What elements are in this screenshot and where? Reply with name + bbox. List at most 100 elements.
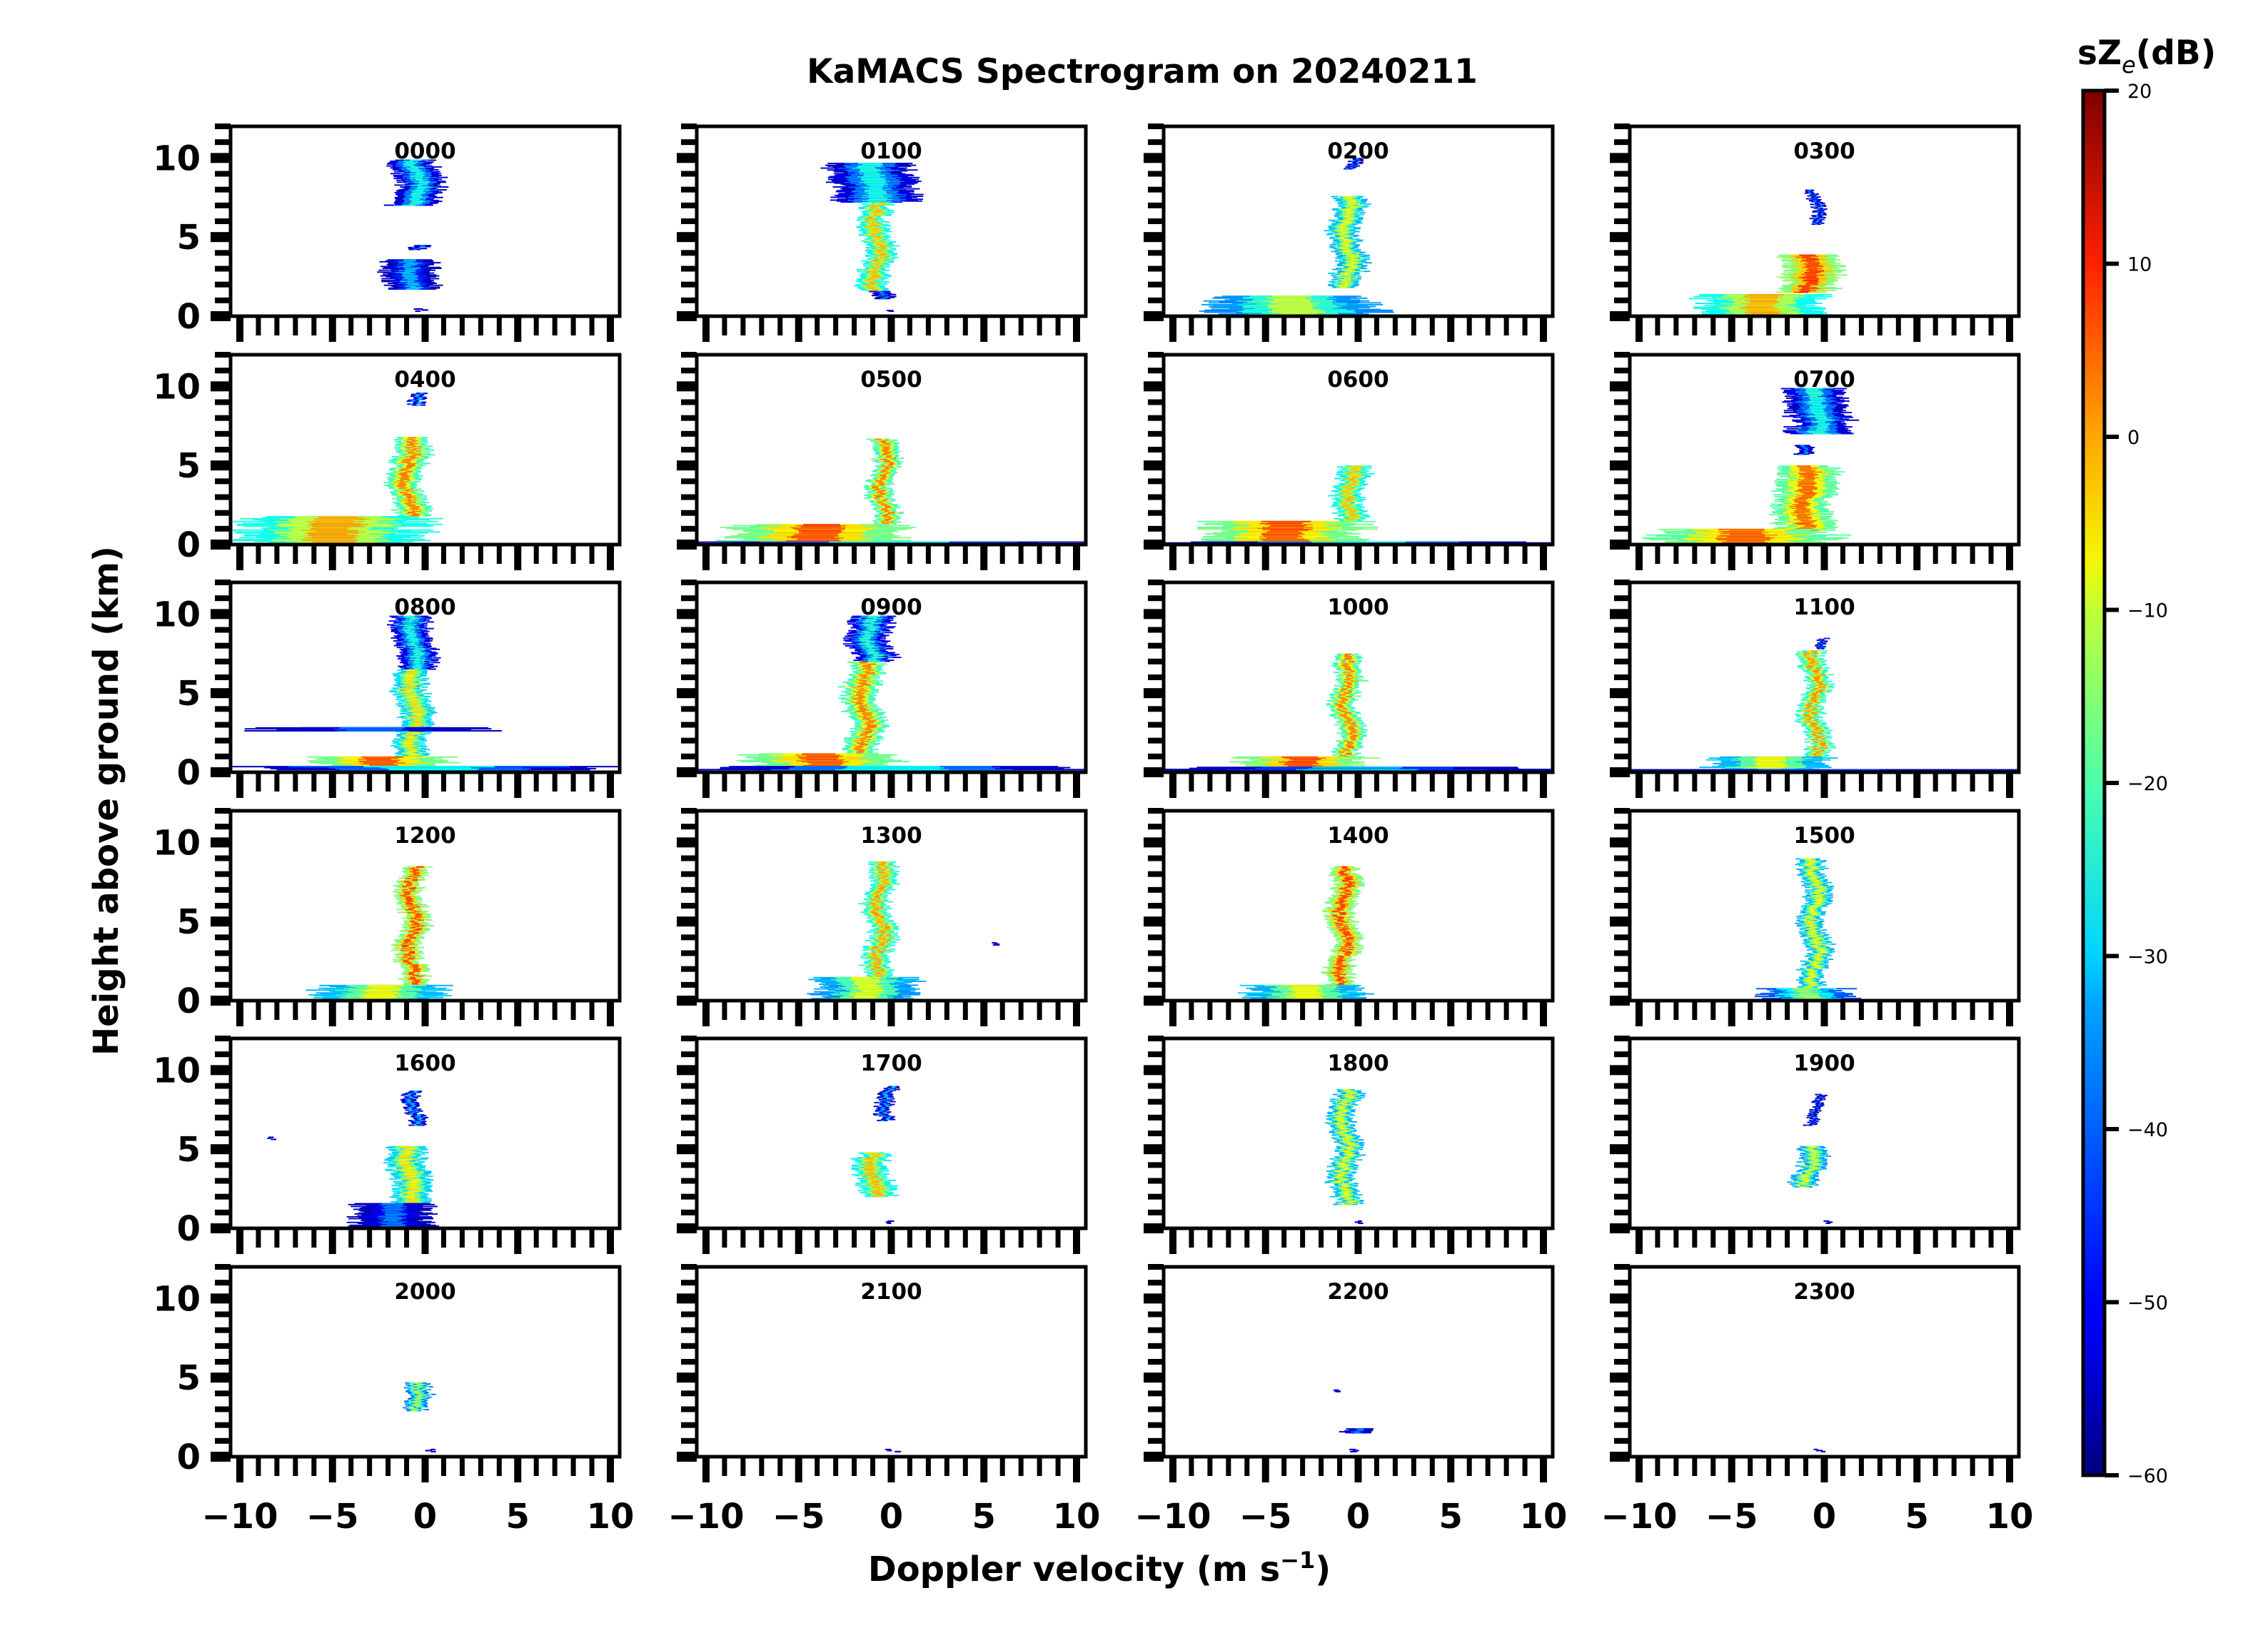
spectral-cell <box>1351 254 1359 256</box>
spectral-cell <box>411 754 419 757</box>
x-minor-tick <box>1840 318 1845 335</box>
spectral-cell <box>418 718 424 720</box>
y-minor-tick <box>1614 171 1630 177</box>
panel-time-label: 0400 <box>394 367 455 393</box>
spectral-cell <box>1799 453 1804 455</box>
spectral-cell <box>869 651 877 653</box>
spectral-cell <box>1346 487 1355 489</box>
spectral-cell <box>884 295 890 298</box>
spectral-cell <box>1339 495 1349 497</box>
spectral-cell <box>409 198 420 201</box>
x-minor-tick <box>833 774 839 792</box>
spectral-cell <box>829 541 949 543</box>
spectral-cell <box>857 164 884 166</box>
spectral-cell <box>876 264 882 266</box>
spectral-cell <box>860 740 870 742</box>
spectral-cell <box>403 494 412 496</box>
spectral-cell <box>1817 218 1821 221</box>
y-minor-tick <box>1148 658 1164 664</box>
spectral-cell <box>807 762 843 764</box>
spectral-cell <box>418 396 422 398</box>
spectral-cell <box>302 539 356 540</box>
spectral-cell <box>1807 263 1819 266</box>
spectral-cell <box>409 619 419 621</box>
spectral-cell <box>1820 216 1823 218</box>
spectral-cell <box>408 500 416 502</box>
spectral-cell <box>1347 466 1356 468</box>
spectral-cell <box>311 540 357 542</box>
spectral-cell <box>1812 413 1825 415</box>
x-minor-tick <box>833 546 839 564</box>
spectral-cell <box>420 393 424 395</box>
spectral-cell <box>872 657 885 659</box>
spectral-cell <box>1802 255 1819 257</box>
spectral-cell <box>1344 716 1349 718</box>
spectral-cell <box>1350 723 1357 725</box>
spectral-cell <box>878 500 886 502</box>
spectral-cell <box>403 260 417 262</box>
spectral-cell <box>862 637 872 638</box>
spectral-cell <box>412 720 420 722</box>
x-minor-tick <box>1803 546 1809 564</box>
y-minor-tick <box>215 658 231 664</box>
y-minor-tick <box>1148 139 1164 146</box>
y-tick-label: 10 <box>153 595 201 634</box>
spectral-cell <box>880 444 885 446</box>
spectral-cell <box>402 476 409 477</box>
spectral-cell <box>409 505 420 507</box>
x-major-tick <box>1820 546 1828 570</box>
spectral-cell <box>1346 498 1355 500</box>
x-minor-tick <box>1840 546 1845 564</box>
spectral-cell <box>1816 219 1820 221</box>
x-major-tick <box>236 546 243 570</box>
spectral-cell <box>1745 308 1781 310</box>
spectral-cell <box>1336 709 1342 711</box>
spectral-cell <box>1346 686 1352 688</box>
spectral-cell <box>854 710 865 712</box>
spectral-cell <box>405 283 420 285</box>
spectral-cell <box>890 310 892 312</box>
spectral-cell <box>800 525 841 527</box>
y-minor-tick <box>1614 250 1630 256</box>
x-minor-tick <box>907 774 912 792</box>
spectral-cell <box>1354 472 1364 475</box>
spectral-cell <box>877 493 885 495</box>
spectral-cell <box>1351 729 1359 732</box>
spectral-cell <box>798 530 841 531</box>
spectral-cell <box>1803 714 1810 717</box>
spectral-cell <box>1815 419 1835 421</box>
spectral-cell <box>1808 402 1822 404</box>
spectral-cell <box>405 674 415 676</box>
spectral-cell <box>884 507 892 509</box>
spectral-cell <box>1808 268 1823 270</box>
spectral-cell <box>1271 525 1307 526</box>
spectral-cell <box>406 512 417 514</box>
spectral-cell <box>406 731 415 732</box>
spectral-cell <box>878 295 884 297</box>
x-minor-tick <box>496 318 502 335</box>
spectral-cell <box>406 735 415 737</box>
spectral-cell <box>880 492 887 495</box>
spectral-cell <box>1348 660 1354 662</box>
x-major-tick <box>607 774 615 798</box>
y-minor-tick <box>1614 494 1630 500</box>
x-minor-tick <box>1055 774 1061 792</box>
spectral-cell <box>863 716 874 718</box>
y-minor-tick <box>1614 525 1630 532</box>
spectral-cell <box>418 712 427 714</box>
spectral-cell <box>1797 516 1813 517</box>
spectral-cell <box>859 674 868 676</box>
spectral-cell <box>1343 216 1351 218</box>
x-minor-tick <box>1988 318 1994 335</box>
spectral-cell <box>407 464 415 466</box>
spectral-cell <box>1800 260 1815 262</box>
spectral-cell <box>1344 654 1349 657</box>
x-minor-tick <box>533 774 539 792</box>
spectral-cell <box>858 715 867 717</box>
spectral-cell <box>883 467 889 469</box>
spectral-cell <box>1813 728 1821 729</box>
spectral-cell <box>412 445 422 448</box>
spectral-cell <box>402 274 418 276</box>
y-tick-label: 10 <box>153 138 201 178</box>
spectral-cell <box>866 271 874 273</box>
